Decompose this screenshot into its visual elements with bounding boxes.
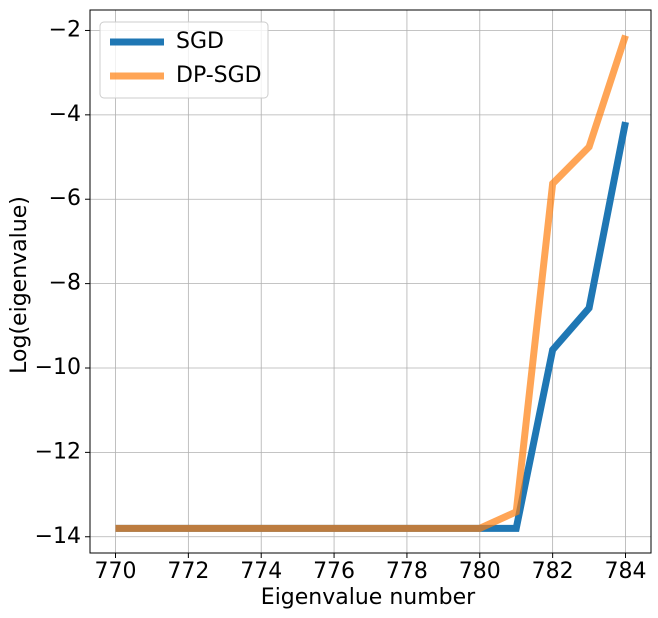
y-tick-label: −12: [35, 439, 81, 464]
x-tick-label: 770: [95, 559, 137, 584]
y-tick-label: −8: [49, 271, 81, 296]
line-series: [115, 34, 629, 532]
y-axis-label: Log(eigenvalue): [7, 196, 32, 374]
x-axis-label: Eigenvalue number: [261, 585, 476, 610]
y-tick-label: −14: [35, 524, 81, 549]
y-tick-label: −10: [35, 355, 81, 380]
y-tick-label: −6: [49, 186, 81, 211]
y-tick-label: −4: [49, 102, 81, 127]
x-tick-label: 774: [240, 559, 282, 584]
x-tick-label: 776: [313, 559, 355, 584]
x-tick-label: 780: [459, 559, 501, 584]
x-tick-label: 782: [532, 559, 574, 584]
line-series: [115, 121, 629, 532]
x-tick-label: 772: [167, 559, 209, 584]
x-tick-label: 784: [605, 559, 647, 584]
y-tick-label: −2: [49, 17, 81, 42]
legend-label: DP-SGD: [176, 63, 262, 88]
x-tick-label: 778: [386, 559, 428, 584]
legend-label: SGD: [176, 29, 224, 54]
plot-frame: [89, 9, 652, 554]
